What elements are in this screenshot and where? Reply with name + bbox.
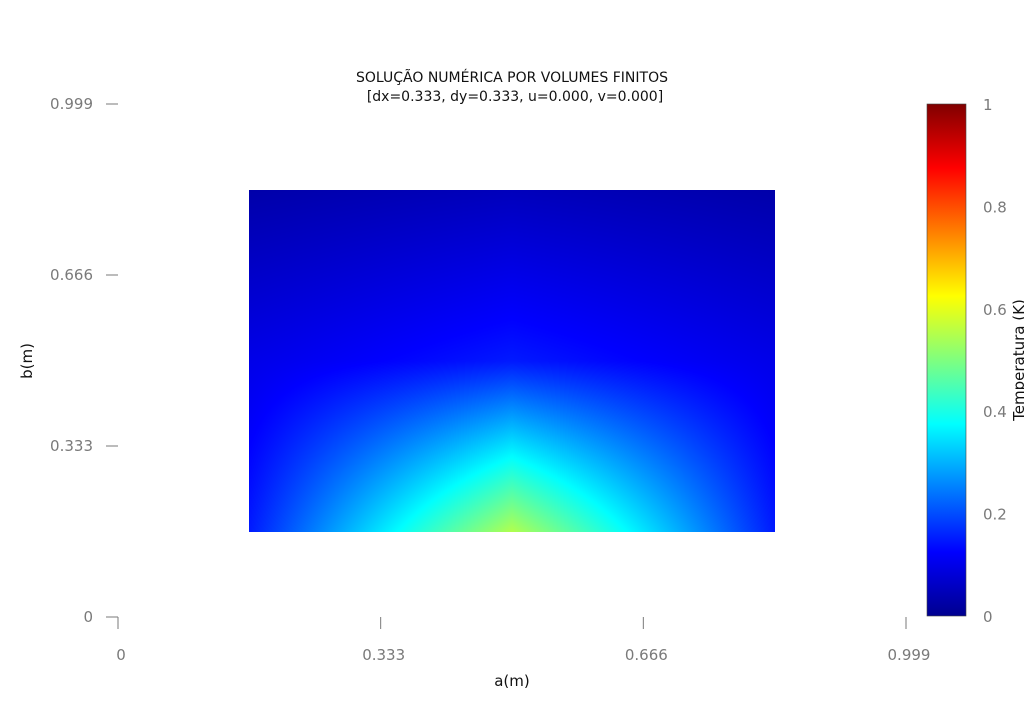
x-tick-label: 0.666 <box>625 646 668 664</box>
colorbar-ticks: 0 0.2 0.4 0.6 0.8 1 <box>983 96 1007 626</box>
chart-subtitle: [dx=0.333, dy=0.333, u=0.000, v=0.000] <box>367 89 663 105</box>
y-tick-label: 0.333 <box>50 437 93 455</box>
x-tick-label: 0.333 <box>362 646 405 664</box>
colorbar-tick-label: 0.8 <box>983 198 1007 216</box>
colorbar-tick-label: 0.6 <box>983 301 1007 319</box>
colorbar-title: Temperatura (K) <box>1010 299 1024 422</box>
y-tick-label: 0.666 <box>50 266 93 284</box>
x-axis-label: a(m) <box>494 672 530 690</box>
y-tick-label: 0.999 <box>50 95 93 113</box>
colorbar-tick-label: 1 <box>983 96 993 114</box>
chart-title: SOLUÇÃO NUMÉRICA POR VOLUMES FINITOS <box>356 69 668 86</box>
colorbar <box>926 103 967 617</box>
colorbar-tick-label: 0.2 <box>983 506 1007 524</box>
colorbar-tick-label: 0.4 <box>983 403 1007 421</box>
axes-layer: 0 0.333 0.666 0.999 0 0.333 0.666 0.999 <box>50 95 930 664</box>
x-tick-label: 0 <box>116 646 126 664</box>
heatmap-layer <box>249 190 775 532</box>
x-tick-label: 0.999 <box>888 646 931 664</box>
y-tick-label: 0 <box>83 608 93 626</box>
heatmap-image <box>249 190 775 532</box>
colorbar-tick-label: 0 <box>983 608 993 626</box>
y-axis-label: b(m) <box>18 343 36 379</box>
